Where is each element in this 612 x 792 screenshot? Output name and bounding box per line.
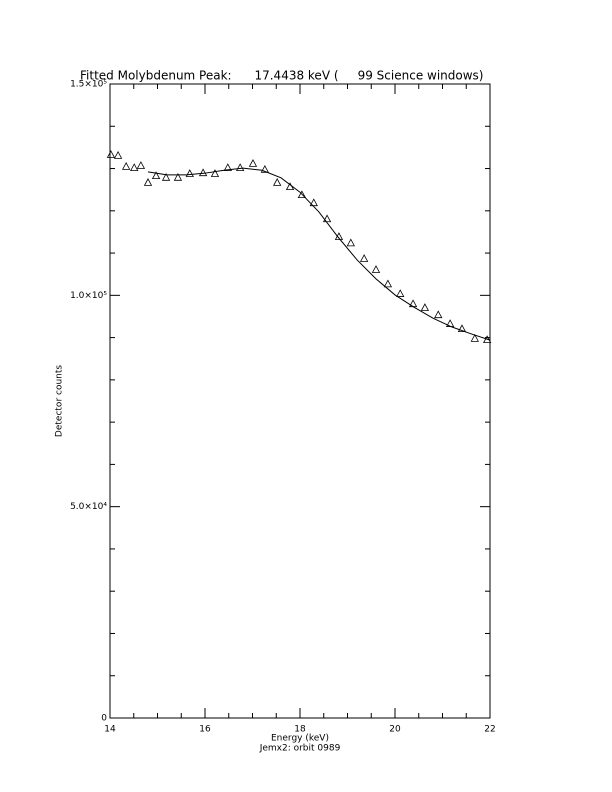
x-axis-label: Energy (keV) <box>271 734 329 744</box>
data-point <box>198 168 208 177</box>
data-point <box>457 324 467 333</box>
y-tick-label: 1.5×10⁵ <box>70 80 107 90</box>
data-point <box>161 172 171 181</box>
data-point <box>185 169 194 177</box>
x-tick-label: 16 <box>199 725 211 735</box>
data-point <box>235 163 245 172</box>
fit-line <box>147 167 491 341</box>
data-point <box>383 279 393 288</box>
x-tick-label: 14 <box>104 725 116 735</box>
data-point <box>396 289 405 297</box>
data-point <box>173 172 183 181</box>
footnote: Jemx2: orbit 0989 <box>259 744 341 754</box>
y-tick-label: 0 <box>101 714 107 724</box>
data-point <box>130 163 139 172</box>
data-point <box>248 159 258 167</box>
data-point <box>322 214 332 223</box>
chart-title: Fitted Molybdenum Peak: 17.4438 keV ( 99… <box>80 69 483 83</box>
data-point <box>136 161 146 169</box>
data-point <box>121 161 131 170</box>
data-point <box>359 254 369 262</box>
data-point <box>260 164 270 173</box>
data-point <box>434 310 443 319</box>
data-point <box>106 150 116 158</box>
data-point <box>143 178 153 186</box>
data-point <box>151 171 161 180</box>
y-tick-label: 5.0×10⁴ <box>70 502 107 512</box>
x-tick-label: 20 <box>389 725 401 735</box>
data-point <box>113 151 123 159</box>
y-axis-label: Detector counts <box>55 365 65 437</box>
x-tick-label: 18 <box>294 725 306 735</box>
data-point <box>371 265 381 273</box>
data-point <box>273 178 282 186</box>
data-point <box>309 198 318 207</box>
data-point <box>210 169 220 177</box>
data-point <box>420 303 430 311</box>
x-tick-label: 22 <box>484 725 495 735</box>
data-point <box>408 299 418 308</box>
plot-frame <box>109 83 491 719</box>
data-point <box>470 334 479 342</box>
y-tick-label: 1.0×10⁵ <box>70 291 107 301</box>
data-point <box>297 190 307 199</box>
data-point <box>223 163 232 172</box>
data-point <box>346 238 355 247</box>
